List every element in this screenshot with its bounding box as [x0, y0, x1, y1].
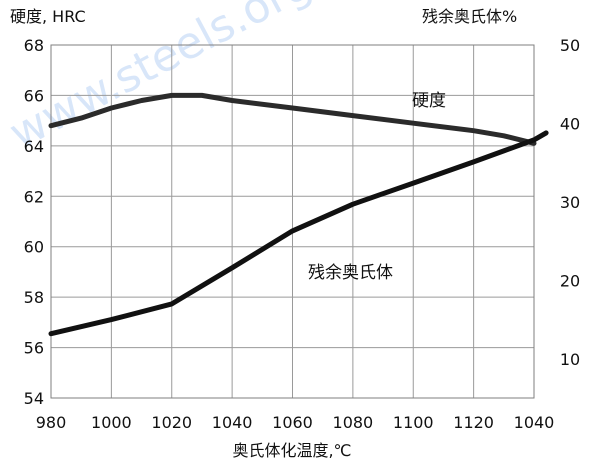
x-tick-label: 1120 [453, 413, 494, 432]
series-label-retained-austenite: 残余奥氏体 [308, 263, 393, 283]
right-y-tick-label: 10 [560, 350, 580, 369]
left-y-tick-label: 58 [24, 288, 44, 307]
x-tick-label: 1020 [151, 413, 192, 432]
x-tick-label: 1000 [91, 413, 132, 432]
right-y-tick-label: 50 [560, 36, 580, 55]
x-tick-label: 980 [36, 413, 67, 432]
series-line-hardness [48, 92, 537, 146]
series-line-retained-austenite [48, 130, 549, 337]
x-tick-label: 1080 [333, 413, 374, 432]
left-y-tick-label: 56 [24, 339, 44, 358]
right-y-tick-label: 30 [560, 193, 580, 212]
plot-frame [50, 44, 535, 399]
left-y-tick-label: 54 [24, 389, 44, 408]
right-axis-title: 残余奥氏体% [422, 7, 517, 26]
right-y-tick-label: 40 [560, 114, 580, 133]
left-y-tick-label: 68 [24, 36, 44, 55]
series-label-hardness: 硬度 [412, 91, 446, 111]
series-layer [48, 92, 549, 337]
x-tick-label: 1100 [393, 413, 434, 432]
left-axis-title: 硬度, HRC [10, 7, 86, 26]
x-tick-label: 1040 [514, 413, 555, 432]
x-tick-label: 1040 [212, 413, 253, 432]
left-y-tick-label: 60 [24, 238, 44, 257]
left-y-tick-label: 62 [24, 187, 44, 206]
tick-labels: 980 1000 1020 1040 1060 1080 1100 1120 104068666… [24, 36, 581, 432]
x-axis-title: 奥氏体化温度,℃ [232, 441, 351, 460]
left-y-tick-label: 64 [24, 137, 44, 156]
right-y-tick-label: 20 [560, 271, 580, 290]
left-y-tick-label: 66 [24, 86, 44, 105]
grid [51, 45, 534, 398]
x-tick-label: 1060 [272, 413, 313, 432]
